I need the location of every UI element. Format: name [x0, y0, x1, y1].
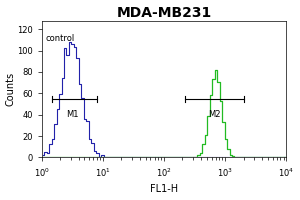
Text: M1: M1	[66, 110, 78, 119]
Text: M2: M2	[208, 110, 220, 119]
Text: control: control	[45, 34, 75, 43]
Y-axis label: Counts: Counts	[6, 72, 16, 106]
X-axis label: FL1-H: FL1-H	[150, 184, 178, 194]
Title: MDA-MB231: MDA-MB231	[116, 6, 212, 20]
